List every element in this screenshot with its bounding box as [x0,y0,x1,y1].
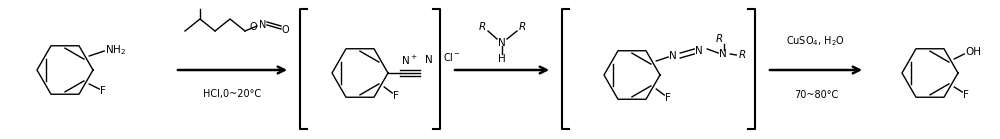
Text: N: N [695,46,703,56]
Text: Cl$^-$: Cl$^-$ [443,51,461,63]
Text: HCl,0~20°C: HCl,0~20°C [203,89,261,99]
Text: F: F [963,90,969,100]
Text: CuSO$_4$, H$_2$O: CuSO$_4$, H$_2$O [786,34,846,48]
Text: OH: OH [965,47,981,57]
Text: N: N [498,38,506,48]
Text: N: N [669,51,677,61]
Text: R: R [738,50,745,60]
Text: F: F [393,91,399,101]
Text: O: O [282,25,290,35]
Text: R: R [478,22,486,32]
Text: F: F [100,86,106,96]
Text: R: R [716,34,723,44]
Text: H: H [498,54,506,64]
Text: R: R [518,22,526,32]
Text: O: O [250,22,258,32]
Text: NH$_2$: NH$_2$ [105,43,126,57]
Text: N: N [719,49,727,59]
Text: N$^+$: N$^+$ [401,54,418,67]
Text: N: N [425,55,433,65]
Text: F: F [665,93,671,103]
Text: N: N [259,20,266,30]
Text: 70~80°C: 70~80°C [794,90,838,100]
